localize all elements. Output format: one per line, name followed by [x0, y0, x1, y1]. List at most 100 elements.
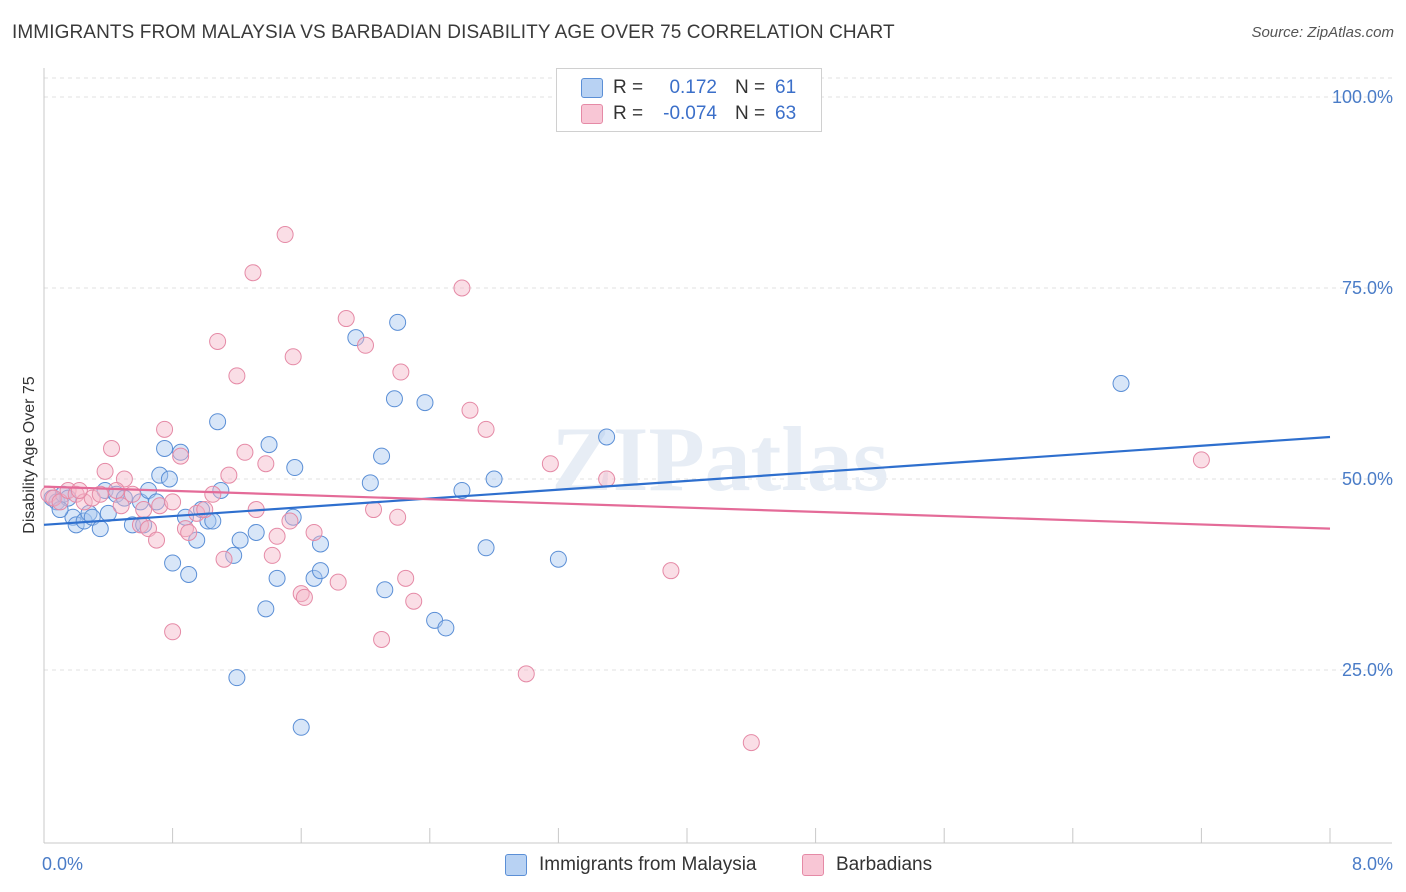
n-label: N =: [735, 103, 766, 124]
point-malaysia: [373, 447, 391, 465]
point-barbadians: [204, 485, 222, 503]
bottom-legend-label: Barbadians: [836, 854, 933, 875]
source-label: Source: ZipAtlas.com: [1251, 24, 1394, 41]
point-barbadians: [373, 630, 391, 648]
point-barbadians: [392, 363, 410, 381]
point-barbadians: [172, 447, 190, 465]
data-points: [40, 226, 1210, 752]
legend-swatch-pink: [581, 104, 603, 124]
point-malaysia: [311, 562, 329, 580]
n-label: N =: [735, 77, 766, 98]
point-barbadians: [180, 523, 198, 541]
point-malaysia: [67, 516, 85, 534]
point-malaysia: [385, 390, 403, 408]
point-malaysia: [164, 554, 182, 572]
point-barbadians: [598, 470, 616, 488]
r-value: 0.172: [669, 77, 717, 98]
point-barbadians: [164, 493, 182, 511]
y-tick-label: 25.0%: [1342, 660, 1393, 680]
bottom-swatch-pink: [802, 854, 824, 876]
point-barbadians: [156, 420, 174, 438]
point-barbadians: [281, 512, 299, 530]
point-malaysia: [212, 481, 230, 499]
point-malaysia: [453, 481, 471, 499]
n-value: 63: [775, 103, 797, 124]
y-tick-label: 50.0%: [1342, 469, 1393, 489]
point-malaysia: [180, 566, 198, 583]
trend-line-barbadians: [43, 485, 1331, 530]
point-barbadians: [517, 665, 535, 683]
point-malaysia: [268, 569, 286, 587]
watermark: ZIPatlas: [551, 408, 888, 510]
point-barbadians: [70, 481, 88, 499]
point-barbadians: [83, 489, 101, 507]
point-malaysia: [228, 669, 246, 687]
point-malaysia: [247, 523, 265, 541]
point-malaysia: [549, 550, 567, 568]
point-malaysia: [477, 539, 495, 557]
chart-title: IMMIGRANTS FROM MALAYSIA VS BARBADIAN DI…: [12, 22, 895, 43]
tick-labels: 25.0% 50.0% 75.0% 100.0% 0.0% 8.0%: [42, 87, 1393, 874]
point-malaysia: [257, 600, 275, 618]
point-malaysia: [416, 394, 434, 412]
point-barbadians: [284, 348, 302, 366]
bottom-legend-barbadians: Barbadians: [802, 852, 932, 878]
point-malaysia: [389, 313, 407, 331]
r-label: R =: [613, 77, 644, 98]
x-tick-label: 0.0%: [42, 854, 83, 874]
point-malaysia: [91, 520, 109, 538]
point-barbadians: [257, 455, 275, 473]
point-barbadians: [135, 501, 153, 519]
point-barbadians: [357, 336, 374, 354]
point-malaysia: [231, 531, 249, 549]
point-barbadians: [103, 439, 121, 457]
legend-swatch-blue: [581, 78, 603, 98]
point-barbadians: [220, 466, 238, 484]
point-barbadians: [541, 455, 559, 473]
point-barbadians: [228, 367, 246, 385]
legend-row-barbadians: R = -0.074 N = 63: [581, 101, 796, 127]
point-barbadians: [91, 485, 109, 503]
point-barbadians: [236, 443, 254, 461]
point-barbadians: [397, 569, 415, 587]
point-barbadians: [337, 310, 355, 328]
bottom-swatch-blue: [505, 854, 527, 876]
legend-row-malaysia: R = 0.172 N = 61: [581, 75, 796, 101]
r-value: -0.074: [663, 103, 717, 124]
point-barbadians: [215, 550, 233, 568]
point-malaysia: [225, 546, 243, 564]
stats-legend: R = 0.172 N = 61 R = -0.074 N = 63: [556, 68, 822, 132]
trend-line-malaysia: [43, 435, 1331, 526]
point-malaysia: [376, 581, 394, 599]
point-malaysia: [1112, 375, 1130, 392]
point-barbadians: [405, 592, 423, 610]
point-barbadians: [742, 734, 760, 752]
point-malaysia: [160, 470, 178, 488]
r-label: R =: [613, 103, 644, 124]
point-barbadians: [305, 523, 323, 541]
y-tick-label: 100.0%: [1332, 87, 1393, 107]
point-barbadians: [662, 562, 680, 580]
n-value: 61: [775, 77, 797, 98]
point-malaysia: [437, 619, 455, 637]
point-barbadians: [244, 264, 262, 282]
point-barbadians: [268, 527, 286, 545]
point-malaysia: [151, 466, 169, 484]
axes: [43, 68, 1392, 844]
point-malaysia: [286, 459, 304, 477]
point-barbadians: [1192, 451, 1210, 469]
point-barbadians: [365, 501, 383, 519]
point-barbadians: [164, 623, 182, 641]
point-malaysia: [361, 474, 379, 492]
point-barbadians: [461, 401, 479, 419]
point-barbadians: [107, 481, 125, 499]
point-malaysia: [598, 428, 616, 446]
point-malaysia: [209, 413, 227, 431]
point-barbadians: [389, 508, 407, 526]
point-barbadians: [453, 279, 471, 297]
point-barbadians: [276, 226, 294, 244]
point-barbadians: [329, 573, 347, 591]
trend-lines: [43, 435, 1331, 530]
point-malaysia: [292, 718, 310, 736]
